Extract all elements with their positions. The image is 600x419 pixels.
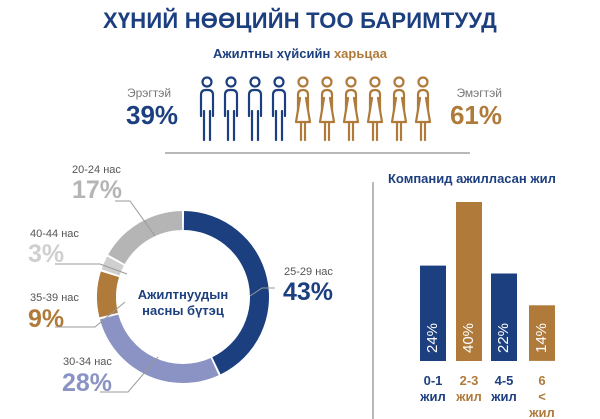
female-person-icon (318, 76, 336, 142)
page-title: ХҮНИЙ НӨӨЦИЙН ТОО БАРИМТУУД (102, 8, 497, 33)
donut-slice (99, 314, 219, 384)
female-person-icon (366, 76, 384, 142)
bar (456, 202, 482, 361)
donut-slice (96, 271, 120, 318)
male-person-icon (199, 76, 215, 142)
bar-category-label: 0-1 (424, 373, 443, 388)
age-label-25-29: 25-29 нас (284, 266, 333, 278)
bar (491, 273, 517, 361)
female-person-icon (414, 76, 432, 142)
bar-value-label: 40% (460, 323, 477, 353)
leader-35-39 (55, 301, 126, 328)
age-label-30-34: 30-34 нас (63, 356, 112, 368)
female-person-icon (342, 76, 360, 142)
female-percent: 61% (449, 100, 502, 130)
male-person-icon (223, 76, 239, 142)
leader-40-44 (55, 263, 128, 275)
bar (420, 265, 446, 361)
age-pct-25-29: 43% (283, 278, 334, 306)
age-pct-40-44: 3% (28, 240, 65, 268)
donut-center-title: Ажилтнуудын насны бүтэц (137, 287, 229, 318)
bar-value-label: 22% (495, 323, 512, 353)
bar-category-label: 6 (538, 373, 545, 388)
age-label-20-24: 20-24 нас (72, 164, 121, 176)
male-person-icon (271, 76, 287, 142)
divider-horizontal (165, 152, 470, 154)
gender-subtitle-part1: Ажилтны хүйсийн (213, 46, 331, 61)
bar-category-label: жил (419, 389, 445, 404)
leader-30-34 (100, 356, 159, 393)
donut-slice (183, 211, 269, 375)
divider-vertical (372, 182, 374, 419)
age-pct-35-39: 9% (28, 305, 65, 333)
female-label: Эмэгтэй (456, 86, 502, 100)
bar-category-label: жил (455, 389, 481, 404)
male-label: Эрэгтэй (127, 86, 172, 100)
male-percent: 39% (126, 100, 179, 130)
female-person-icon (390, 76, 408, 142)
age-pct-20-24: 17% (72, 176, 123, 204)
age-label-35-39: 35-39 нас (30, 292, 79, 304)
leader-20-24 (115, 200, 156, 237)
donut-slice (108, 211, 183, 264)
bar-category-label: 4-5 (495, 373, 514, 388)
leader-25-29 (249, 287, 275, 297)
gender-subtitle: Ажилтны хүйсийн харьцаа (0, 46, 600, 61)
bar-category-label: жил (528, 405, 554, 419)
age-donut-chart (96, 211, 269, 384)
bar-value-label: 24% (424, 323, 441, 353)
age-label-40-44: 40-44 нас (30, 228, 79, 240)
gender-people-icons (199, 76, 432, 142)
bar-chart-title: Компанид ажилласан жил (388, 171, 556, 186)
bar-category-label: жил (490, 389, 516, 404)
bar-category-label: < (538, 389, 546, 404)
female-person-icon (294, 76, 312, 142)
male-person-icon (247, 76, 263, 142)
bar-value-label: 14% (533, 323, 550, 353)
bar (529, 305, 555, 361)
gender-subtitle-part2: харьцаа (333, 46, 387, 61)
bar-category-label: 2-3 (460, 373, 479, 388)
donut-leader-lines (55, 200, 275, 393)
